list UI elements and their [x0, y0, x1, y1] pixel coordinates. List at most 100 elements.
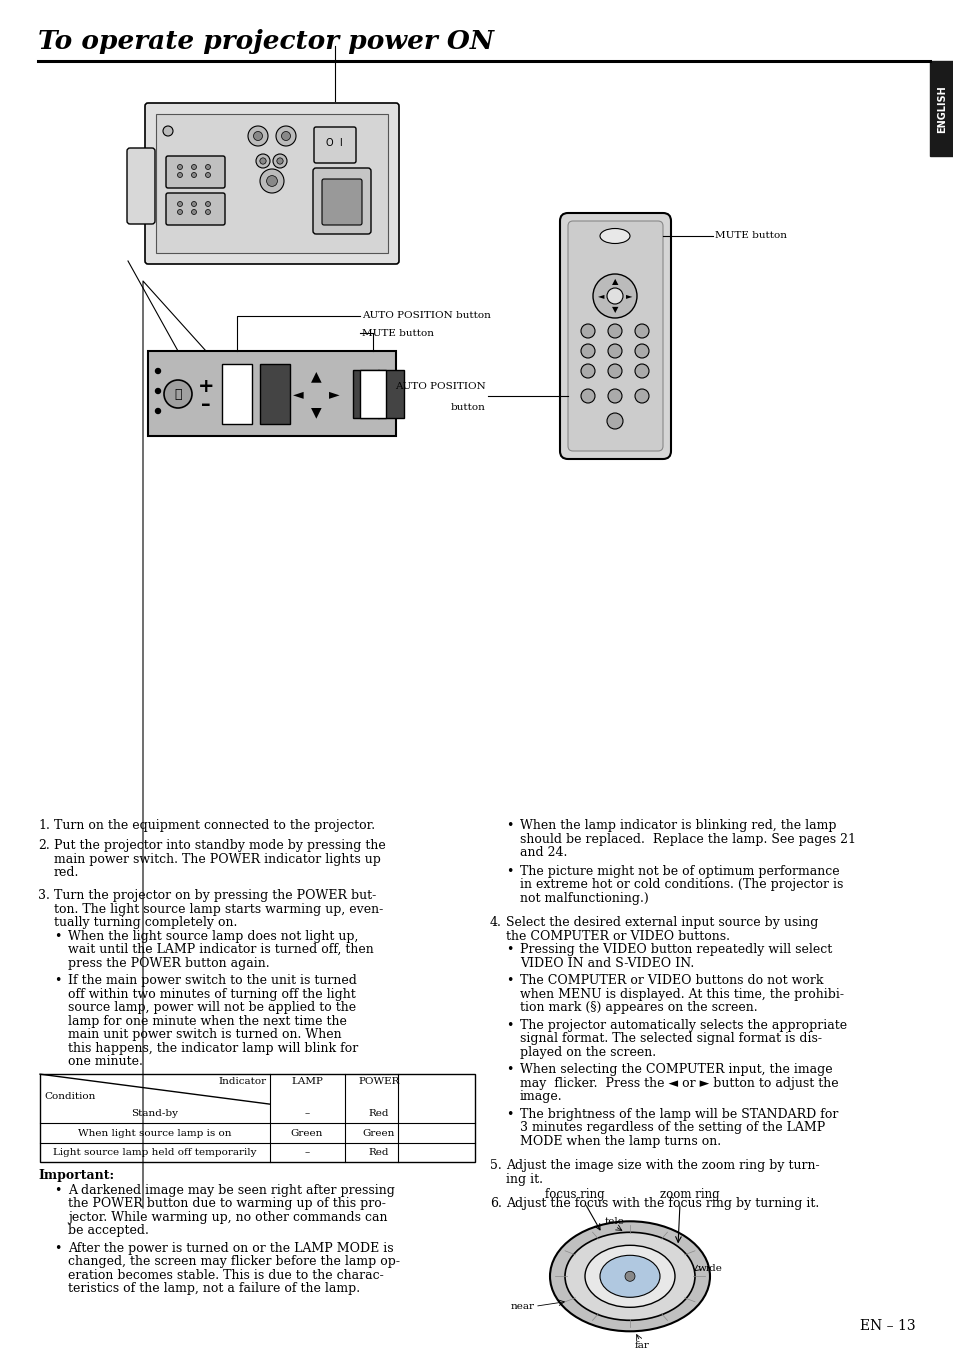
- Text: far: far: [635, 1342, 649, 1350]
- Text: AUTO POSITION: AUTO POSITION: [395, 382, 485, 390]
- Text: ▼: ▼: [311, 405, 321, 419]
- Text: ⏻: ⏻: [174, 388, 182, 400]
- Ellipse shape: [599, 228, 629, 243]
- Circle shape: [163, 126, 172, 136]
- Text: ◄: ◄: [293, 386, 303, 401]
- Text: AUTO POSITION button: AUTO POSITION button: [361, 312, 491, 320]
- Text: the POWER button due to warming up of this pro-: the POWER button due to warming up of th…: [68, 1197, 385, 1210]
- FancyBboxPatch shape: [559, 213, 670, 459]
- Text: Turn on the equipment connected to the projector.: Turn on the equipment connected to the p…: [54, 819, 375, 832]
- Text: the COMPUTER or VIDEO buttons.: the COMPUTER or VIDEO buttons.: [505, 929, 729, 943]
- Text: one minute.: one minute.: [68, 1055, 143, 1069]
- Text: Indicator: Indicator: [218, 1077, 267, 1086]
- Circle shape: [635, 363, 648, 378]
- Text: Light source lamp held off temporarily: Light source lamp held off temporarily: [53, 1148, 256, 1156]
- Circle shape: [255, 154, 270, 168]
- Circle shape: [205, 165, 211, 169]
- FancyBboxPatch shape: [166, 193, 225, 226]
- Text: source lamp, power will not be applied to the: source lamp, power will not be applied t…: [68, 1001, 355, 1015]
- Circle shape: [260, 169, 284, 193]
- Circle shape: [192, 173, 196, 177]
- FancyBboxPatch shape: [314, 127, 355, 163]
- Text: Turn the projector on by pressing the POWER but-: Turn the projector on by pressing the PO…: [54, 889, 375, 902]
- FancyBboxPatch shape: [322, 178, 361, 226]
- Text: tion mark (§) appeares on the screen.: tion mark (§) appeares on the screen.: [519, 1001, 757, 1015]
- Text: •: •: [54, 929, 61, 943]
- Text: may  flicker.  Press the ◄ or ► button to adjust the: may flicker. Press the ◄ or ► button to …: [519, 1077, 838, 1090]
- Text: •: •: [505, 943, 513, 957]
- Text: +: +: [197, 377, 214, 396]
- Text: 2.: 2.: [38, 839, 50, 852]
- Circle shape: [606, 288, 622, 304]
- Bar: [359, 370, 386, 417]
- Text: Adjust the focus with the focus ring by turning it.: Adjust the focus with the focus ring by …: [505, 1197, 819, 1210]
- Circle shape: [253, 131, 262, 141]
- Text: red.: red.: [54, 866, 79, 880]
- Text: ENGLISH: ENGLISH: [936, 85, 946, 132]
- Text: when MENU is displayed. At this time, the prohibi-: when MENU is displayed. At this time, th…: [519, 988, 843, 1001]
- Circle shape: [624, 1271, 635, 1281]
- Circle shape: [580, 345, 595, 358]
- Text: MUTE button: MUTE button: [361, 328, 434, 338]
- Circle shape: [192, 209, 196, 215]
- FancyBboxPatch shape: [166, 155, 225, 188]
- Text: –: –: [201, 394, 211, 413]
- Text: When the lamp indicator is blinking red, the lamp: When the lamp indicator is blinking red,…: [519, 819, 836, 832]
- Text: 5.: 5.: [490, 1159, 501, 1173]
- Text: ►: ►: [329, 386, 339, 401]
- Text: LAMP: LAMP: [291, 1077, 323, 1086]
- Circle shape: [205, 209, 211, 215]
- Text: –: –: [304, 1148, 310, 1156]
- Text: focus ring: focus ring: [544, 1189, 604, 1201]
- Text: MUTE button: MUTE button: [714, 231, 786, 240]
- Text: 4.: 4.: [490, 916, 501, 929]
- Text: •: •: [505, 1019, 513, 1032]
- Circle shape: [580, 389, 595, 403]
- Text: After the power is turned on or the LAMP MODE is: After the power is turned on or the LAMP…: [68, 1242, 394, 1255]
- Circle shape: [580, 324, 595, 338]
- Text: near: near: [511, 1302, 535, 1310]
- Circle shape: [266, 176, 277, 186]
- Text: teristics of the lamp, not a failure of the lamp.: teristics of the lamp, not a failure of …: [68, 1282, 359, 1296]
- FancyBboxPatch shape: [567, 222, 662, 451]
- Text: image.: image.: [519, 1090, 562, 1104]
- Circle shape: [607, 389, 621, 403]
- Text: 1.: 1.: [38, 819, 50, 832]
- Text: The projector automatically selects the appropriate: The projector automatically selects the …: [519, 1019, 846, 1032]
- Circle shape: [580, 363, 595, 378]
- Text: When selecting the COMPUTER input, the image: When selecting the COMPUTER input, the i…: [519, 1063, 832, 1077]
- Text: A darkened image may be seen right after pressing: A darkened image may be seen right after…: [68, 1183, 395, 1197]
- Text: When the light source lamp does not light up,: When the light source lamp does not ligh…: [68, 929, 358, 943]
- Text: •: •: [505, 865, 513, 878]
- Text: To operate projector power ON: To operate projector power ON: [38, 28, 494, 54]
- Bar: [148, 351, 395, 436]
- Circle shape: [635, 324, 648, 338]
- Text: ◄: ◄: [598, 292, 603, 300]
- Bar: [929, 61, 953, 155]
- Circle shape: [177, 209, 182, 215]
- Bar: [40, 1074, 475, 1162]
- Circle shape: [606, 413, 622, 430]
- Text: –: –: [304, 1109, 310, 1119]
- Circle shape: [273, 154, 287, 168]
- Circle shape: [177, 173, 182, 177]
- Text: •: •: [505, 1108, 513, 1121]
- Text: Adjust the image size with the zoom ring by turn-: Adjust the image size with the zoom ring…: [505, 1159, 819, 1173]
- Text: not malfunctioning.): not malfunctioning.): [519, 892, 648, 905]
- Text: If the main power switch to the unit is turned: If the main power switch to the unit is …: [68, 974, 356, 988]
- Bar: [260, 363, 290, 424]
- Text: signal format. The selected signal format is dis-: signal format. The selected signal forma…: [519, 1032, 821, 1046]
- Text: Important:: Important:: [38, 1169, 114, 1182]
- Bar: [377, 370, 403, 417]
- Text: O  I: O I: [326, 138, 342, 149]
- Circle shape: [275, 126, 295, 146]
- Text: jector. While warming up, no other commands can: jector. While warming up, no other comma…: [68, 1210, 387, 1224]
- Circle shape: [593, 274, 637, 317]
- Text: tually turning completely on.: tually turning completely on.: [54, 916, 237, 929]
- Text: EN – 13: EN – 13: [860, 1319, 915, 1333]
- Text: main unit power switch is turned on. When: main unit power switch is turned on. Whe…: [68, 1028, 341, 1042]
- Text: •: •: [54, 974, 61, 988]
- Text: ing it.: ing it.: [505, 1173, 542, 1186]
- Text: Red: Red: [369, 1109, 389, 1119]
- Ellipse shape: [584, 1246, 675, 1308]
